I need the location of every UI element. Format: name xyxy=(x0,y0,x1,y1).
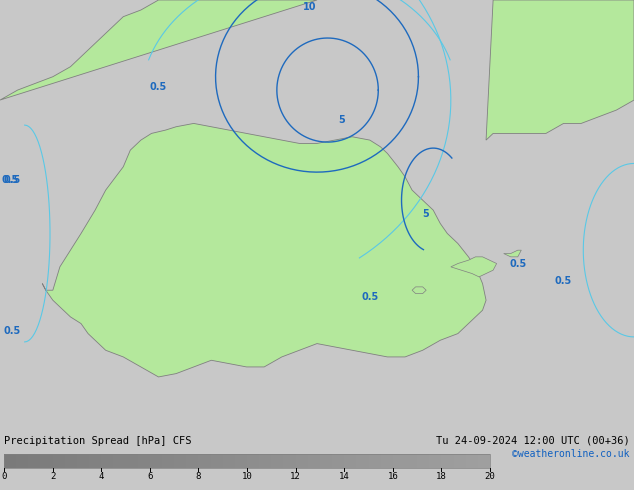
Text: 4: 4 xyxy=(98,472,104,481)
Text: 6: 6 xyxy=(147,472,153,481)
Bar xyxy=(41,454,53,468)
Text: 5: 5 xyxy=(423,209,429,219)
Polygon shape xyxy=(412,287,426,294)
Bar xyxy=(380,454,393,468)
Bar xyxy=(356,454,368,468)
Text: 10: 10 xyxy=(303,2,317,12)
Bar xyxy=(210,454,223,468)
Bar xyxy=(150,454,162,468)
Text: 18: 18 xyxy=(436,472,447,481)
Bar xyxy=(405,454,417,468)
Bar xyxy=(4,454,490,468)
Bar xyxy=(478,454,490,468)
Polygon shape xyxy=(486,0,634,140)
Text: 14: 14 xyxy=(339,472,349,481)
Text: 0.5: 0.5 xyxy=(555,275,572,286)
Bar xyxy=(174,454,186,468)
Text: 10: 10 xyxy=(242,472,252,481)
Polygon shape xyxy=(42,123,486,377)
Bar xyxy=(247,454,259,468)
Bar xyxy=(235,454,247,468)
Text: 0.5: 0.5 xyxy=(361,292,378,302)
Bar xyxy=(283,454,295,468)
Bar xyxy=(295,454,307,468)
Text: 16: 16 xyxy=(387,472,398,481)
Bar xyxy=(4,454,16,468)
Bar xyxy=(186,454,198,468)
Bar xyxy=(271,454,283,468)
Text: 5: 5 xyxy=(339,116,345,125)
Bar xyxy=(344,454,356,468)
Bar xyxy=(417,454,429,468)
Bar xyxy=(29,454,41,468)
Text: 0: 0 xyxy=(1,472,7,481)
Bar xyxy=(53,454,65,468)
Bar xyxy=(466,454,478,468)
Text: 0.5: 0.5 xyxy=(509,259,526,269)
Text: ©weatheronline.co.uk: ©weatheronline.co.uk xyxy=(512,449,630,460)
Bar xyxy=(101,454,113,468)
Bar xyxy=(320,454,332,468)
Text: 0.5: 0.5 xyxy=(3,325,20,336)
Text: Tu 24-09-2024 12:00 UTC (00+36): Tu 24-09-2024 12:00 UTC (00+36) xyxy=(436,436,630,445)
Bar xyxy=(429,454,441,468)
Bar xyxy=(89,454,101,468)
Bar xyxy=(126,454,138,468)
Bar xyxy=(113,454,126,468)
Bar xyxy=(16,454,29,468)
Bar xyxy=(393,454,405,468)
Polygon shape xyxy=(503,250,521,257)
Bar xyxy=(453,454,466,468)
Polygon shape xyxy=(451,257,496,277)
Text: 2: 2 xyxy=(50,472,55,481)
Text: 0.5: 0.5 xyxy=(150,82,167,92)
Text: Precipitation Spread [hPa] CFS: Precipitation Spread [hPa] CFS xyxy=(4,436,191,445)
Bar xyxy=(332,454,344,468)
Bar xyxy=(259,454,271,468)
Text: 12: 12 xyxy=(290,472,301,481)
Bar xyxy=(77,454,89,468)
Bar xyxy=(223,454,235,468)
Bar xyxy=(138,454,150,468)
Text: 0.5: 0.5 xyxy=(3,175,20,186)
Text: 0.5: 0.5 xyxy=(2,175,19,186)
Bar xyxy=(441,454,453,468)
Bar xyxy=(162,454,174,468)
Bar xyxy=(198,454,210,468)
Polygon shape xyxy=(0,0,317,100)
Text: 8: 8 xyxy=(196,472,201,481)
Bar xyxy=(368,454,380,468)
Text: 20: 20 xyxy=(484,472,495,481)
Bar xyxy=(65,454,77,468)
Bar xyxy=(307,454,320,468)
